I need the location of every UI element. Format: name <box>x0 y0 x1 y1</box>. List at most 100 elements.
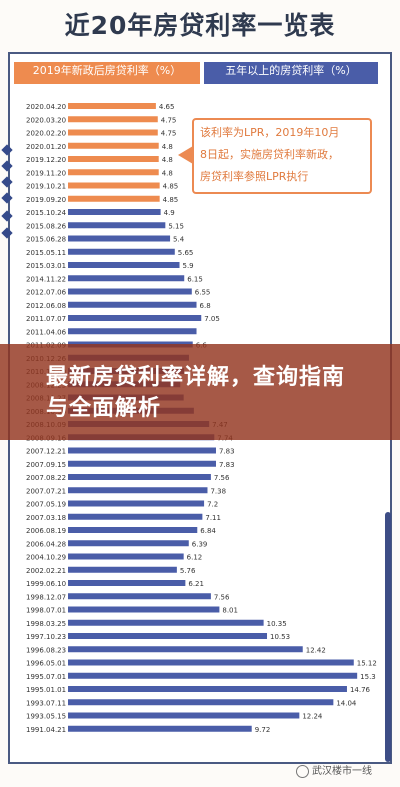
scrollbar[interactable] <box>385 512 391 762</box>
rate-bar <box>68 580 186 586</box>
value-label: 6.39 <box>192 540 208 548</box>
value-label: 7.11 <box>205 514 221 522</box>
source-watermark: 武汉楼市一线 <box>296 762 372 782</box>
rate-bar <box>68 500 205 507</box>
category-label: 1998.03.25 <box>26 620 66 628</box>
value-label: 4.75 <box>161 130 177 138</box>
category-label: 2015.10.24 <box>26 209 67 217</box>
note-line: 房贷利率参照LPR执行 <box>200 170 309 183</box>
rate-bar <box>68 606 220 613</box>
category-label: 1993.05.15 <box>26 713 66 721</box>
category-label: 2019.10.21 <box>26 183 66 191</box>
category-label: 2015.05.11 <box>26 249 66 257</box>
rate-bar <box>68 129 158 136</box>
rate-bar <box>68 659 354 666</box>
value-label: 12.24 <box>302 713 323 721</box>
value-label: 5.65 <box>178 249 194 257</box>
rate-bar <box>68 447 216 454</box>
rate-bar <box>68 619 264 626</box>
category-label: 1998.12.07 <box>26 593 66 601</box>
value-label: 4.85 <box>163 196 179 204</box>
value-label: 5.9 <box>183 262 194 270</box>
category-label: 2011.07.07 <box>26 315 66 323</box>
rate-bar <box>68 248 175 255</box>
value-label: 7.56 <box>214 474 230 482</box>
category-label: 1995.01.01 <box>26 686 66 694</box>
value-label: 7.05 <box>204 315 220 323</box>
category-label: 2020.02.20 <box>26 130 66 138</box>
value-label: 4.9 <box>164 209 175 217</box>
rate-bar <box>68 460 216 467</box>
value-label: 7.83 <box>219 461 235 469</box>
category-label: 2006.04.28 <box>26 540 66 548</box>
category-label: 2007.03.18 <box>26 514 66 522</box>
category-label: 2014.11.22 <box>26 275 66 283</box>
value-label: 6.84 <box>200 527 216 535</box>
category-label: 2019.09.20 <box>26 196 66 204</box>
rate-bar <box>68 169 159 176</box>
value-label: 9.72 <box>255 726 271 734</box>
value-label: 7.83 <box>219 448 235 456</box>
value-label: 10.53 <box>270 633 290 641</box>
category-label: 1999.06.10 <box>26 580 66 588</box>
rate-bar <box>68 328 197 335</box>
value-label: 5.76 <box>180 567 196 575</box>
rate-bar <box>68 142 159 149</box>
rate-bar <box>68 116 158 123</box>
rate-bar <box>68 222 166 229</box>
rate-bar <box>68 195 160 202</box>
category-label: 1993.07.11 <box>26 699 66 707</box>
category-label: 2020.03.20 <box>26 116 66 124</box>
rate-bar <box>68 672 358 679</box>
category-label: 2011.04.06 <box>26 328 67 336</box>
value-label: 10.35 <box>267 620 287 628</box>
value-label: 6.15 <box>187 275 203 283</box>
value-label: 6.21 <box>188 580 204 588</box>
value-label: 7.2 <box>207 501 218 509</box>
title-banner: 最新房贷利率详解，查询指南与全面解析 <box>0 344 400 440</box>
rate-bar <box>68 235 171 242</box>
category-label: 2020.04.20 <box>26 103 66 111</box>
value-label: 8.01 <box>222 607 238 615</box>
page-title: 近20年房贷利率一览表 <box>64 11 336 40</box>
category-label: 2002.02.21 <box>26 567 66 575</box>
value-label: 12.42 <box>306 646 326 654</box>
note-pointer <box>178 146 193 164</box>
value-label: 7.38 <box>210 487 226 495</box>
rate-bar <box>68 487 208 494</box>
rate-bar <box>68 646 303 653</box>
category-label: 2004.10.29 <box>26 554 66 562</box>
category-label: 2007.09.15 <box>26 461 66 469</box>
value-label: 6.55 <box>195 289 211 297</box>
category-label: 1995.07.01 <box>26 673 66 681</box>
category-label: 2007.12.21 <box>26 448 66 456</box>
rate-bar <box>68 513 203 520</box>
value-label: 6.8 <box>200 302 211 310</box>
rate-bar <box>68 474 211 480</box>
category-label: 2015.08.26 <box>26 222 67 230</box>
rate-bar <box>68 315 202 321</box>
value-label: 4.8 <box>162 156 173 164</box>
category-label: 2019.11.20 <box>26 169 66 177</box>
value-label: 5.4 <box>173 236 185 244</box>
category-label: 2012.07.06 <box>26 289 67 297</box>
value-label: 4.8 <box>162 143 173 151</box>
rate-bar <box>68 686 347 692</box>
category-label: 1996.05.01 <box>26 660 66 668</box>
rate-bar <box>68 103 156 109</box>
rate-bar <box>68 209 161 215</box>
rate-bar <box>68 593 211 600</box>
rate-bar <box>68 262 180 268</box>
rate-bar <box>68 566 177 573</box>
category-label: 1991.04.21 <box>26 726 66 734</box>
value-label: 5.15 <box>168 222 184 230</box>
category-label: 1996.08.23 <box>26 646 66 654</box>
value-label: 4.8 <box>162 169 173 177</box>
rate-bar <box>68 527 198 533</box>
note-line: 该利率为LPR，2019年10月 <box>200 126 340 139</box>
legend-blue: 五年以上的房贷利率（%） <box>204 62 378 84</box>
banner-heading: 最新房贷利率详解，查询指南与全面解析 <box>46 365 346 421</box>
note-line: 8日起，实施房贷利率新政， <box>200 148 339 161</box>
category-label: 1998.07.01 <box>26 607 66 615</box>
